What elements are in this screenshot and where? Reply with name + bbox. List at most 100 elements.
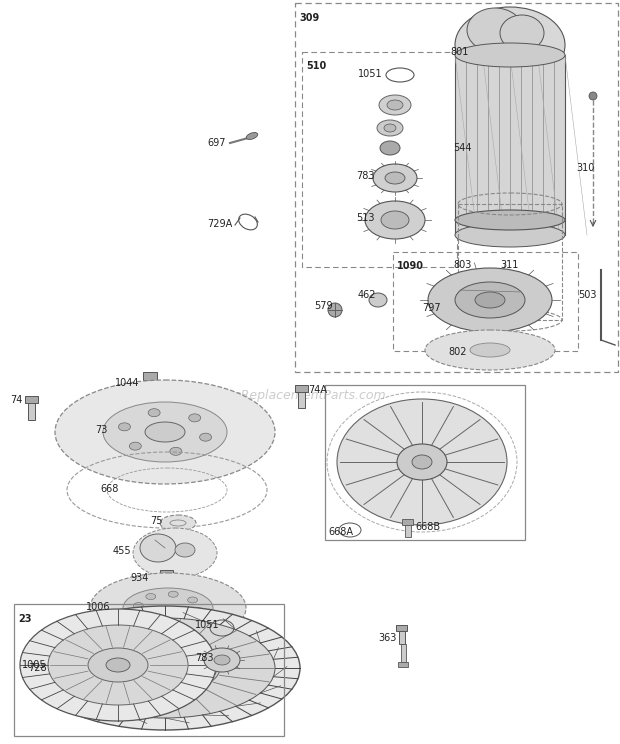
Bar [28,402,35,420]
Ellipse shape [200,433,211,441]
Text: 455: 455 [113,546,131,556]
Text: 783: 783 [195,653,213,663]
Text: 1051: 1051 [358,69,383,79]
Bar [25,396,38,403]
Ellipse shape [160,515,196,531]
Text: 803: 803 [453,260,471,270]
Ellipse shape [500,15,544,51]
Ellipse shape [589,92,597,100]
Text: 462: 462 [358,290,376,300]
Text: 934: 934 [130,573,148,583]
Text: 802: 802 [448,347,466,357]
Bar [14,604,284,736]
Ellipse shape [397,444,447,480]
Ellipse shape [103,402,227,462]
Ellipse shape [387,100,403,110]
Ellipse shape [140,534,176,562]
Text: 728: 728 [28,663,46,673]
Ellipse shape [502,47,518,59]
Ellipse shape [145,659,185,677]
Bar [160,570,173,577]
Text: 579: 579 [314,301,332,311]
Ellipse shape [55,380,275,484]
Ellipse shape [470,343,510,357]
Ellipse shape [133,603,143,609]
Bar [143,372,157,380]
Text: 783: 783 [356,171,374,181]
Text: 311: 311 [500,260,518,270]
Text: 797: 797 [422,303,441,313]
Ellipse shape [381,211,409,229]
Ellipse shape [328,303,342,317]
Ellipse shape [118,423,130,431]
Ellipse shape [214,655,230,665]
Ellipse shape [365,201,425,239]
Text: 74A: 74A [308,385,327,395]
Text: 1051: 1051 [195,620,219,630]
Ellipse shape [138,613,148,619]
Bar [295,385,308,392]
Ellipse shape [175,543,195,557]
Bar [402,519,413,525]
Text: 1006: 1006 [86,602,110,612]
Ellipse shape [180,617,190,623]
Ellipse shape [455,43,565,67]
Ellipse shape [428,268,552,332]
Bar [458,204,562,320]
Text: 668A: 668A [328,527,353,537]
Ellipse shape [377,120,403,136]
Ellipse shape [88,648,148,682]
Ellipse shape [373,164,417,192]
Ellipse shape [188,597,198,603]
Bar [295,3,618,372]
Text: 1044: 1044 [115,378,140,388]
Ellipse shape [123,588,213,628]
Bar [146,378,154,396]
Text: 510: 510 [306,61,326,71]
Bar [455,55,565,235]
Ellipse shape [475,292,505,308]
Text: 503: 503 [578,290,596,300]
Ellipse shape [246,132,258,139]
Ellipse shape [455,7,565,83]
Bar [302,52,457,267]
Text: 729A: 729A [207,219,232,229]
Ellipse shape [369,293,387,307]
Text: 513: 513 [356,213,374,223]
Ellipse shape [455,223,565,247]
Ellipse shape [384,124,396,132]
Ellipse shape [20,609,216,721]
Ellipse shape [455,210,565,230]
Ellipse shape [158,619,168,625]
Ellipse shape [379,95,411,115]
Ellipse shape [90,573,246,643]
Ellipse shape [110,643,220,693]
Bar [325,385,525,540]
Text: 1005: 1005 [22,660,46,670]
Text: 23: 23 [18,614,32,624]
Ellipse shape [130,442,141,450]
Text: 801: 801 [450,47,468,57]
Text: 309: 309 [299,13,319,23]
Bar [405,523,411,537]
Ellipse shape [145,422,185,442]
Ellipse shape [455,282,525,318]
Bar [401,644,406,662]
Text: 668B: 668B [415,522,440,532]
Bar [393,252,578,351]
Bar [396,625,407,631]
Text: 668: 668 [100,484,118,494]
Text: 697: 697 [207,138,226,148]
Ellipse shape [148,408,160,417]
Bar [399,630,405,644]
Ellipse shape [188,414,201,422]
Text: 74: 74 [10,395,22,405]
Text: 544: 544 [453,143,471,153]
Ellipse shape [48,625,188,705]
Ellipse shape [193,607,203,614]
Bar [398,662,408,667]
Text: 363: 363 [378,633,396,643]
Text: 310: 310 [576,163,595,173]
Ellipse shape [170,447,182,455]
Text: eReplacementParts.com: eReplacementParts.com [234,388,386,402]
